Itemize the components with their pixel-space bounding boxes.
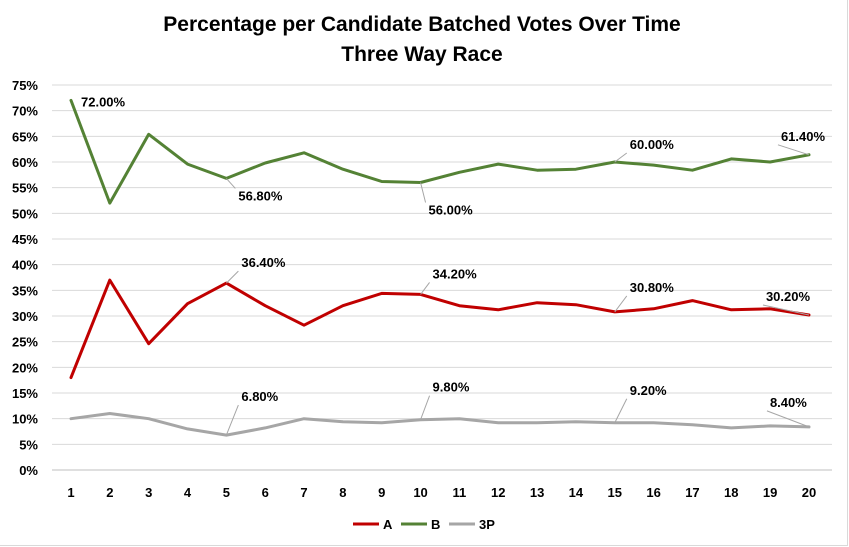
x-tick-label: 13 [530,485,544,500]
series-lines [69,98,811,437]
label-leader-line [614,295,628,313]
y-tick-label: 60% [12,155,38,170]
y-tick-label: 50% [12,206,38,221]
x-tick-label: 15 [608,485,622,500]
series-line-a [69,278,811,380]
x-tick-label: 11 [453,485,467,500]
label-leader-line [762,304,810,316]
x-tick-label: 18 [724,485,738,500]
x-tick-label: 14 [569,485,584,500]
x-tick-label: 9 [378,485,385,500]
series-line-b [69,98,811,205]
y-tick-label: 35% [12,283,38,298]
data-label-a: 36.40% [241,255,286,270]
x-tick-label: 20 [802,485,816,500]
data-label-3p: 9.80% [433,380,470,395]
label-leader-line [766,410,810,428]
chart-title: Percentage per Candidate Batched Votes O… [163,13,680,36]
y-tick-label: 55% [12,181,38,196]
y-tick-label: 65% [12,129,38,144]
data-label-b: 61.40% [781,129,826,144]
x-tick-label: 7 [300,485,307,500]
x-tick-label: 10 [413,485,427,500]
legend-label-a: A [383,517,393,532]
data-label-a: 30.20% [766,289,811,304]
chart-subtitle: Three Way Race [341,43,502,66]
x-tick-label: 2 [106,485,113,500]
label-leader-line [225,178,236,189]
label-leader-line [226,270,239,284]
y-tick-label: 70% [12,104,38,119]
x-tick-label: 1 [67,485,74,500]
y-tick-label: 20% [12,360,38,375]
y-tick-label: 0% [19,463,38,478]
legend: A B 3P [353,517,495,532]
data-label-b: 72.00% [81,94,126,109]
label-leader-line [614,398,628,423]
y-tick-label: 75% [12,78,38,93]
data-label-3p: 9.20% [630,383,667,398]
x-tick-label: 12 [491,485,505,500]
label-leader-line [777,144,810,156]
y-tick-label: 25% [12,335,38,350]
x-tick-label: 8 [339,485,346,500]
x-tick-label: 3 [145,485,152,500]
x-axis-ticks: 1 2 3 4 5 6 7 8 9 10 11 12 13 14 15 16 17 18 19 20 [67,485,816,500]
data-label-a: 34.20% [433,266,478,281]
data-label-a: 30.80% [630,280,675,295]
y-tick-label: 5% [19,437,38,452]
legend-label-3p: 3P [479,517,495,532]
data-label-b: 56.00% [429,203,474,218]
x-tick-label: 17 [685,485,699,500]
data-label-b: 56.80% [238,188,283,203]
x-tick-label: 4 [184,485,192,500]
data-label-3p: 6.80% [241,389,278,404]
label-leader-line [420,282,430,295]
y-axis-ticks: 0% 5% 10% 15% 20% 25% 30% 35% 40% 45% 50% 55% 60% 65%… [12,78,38,478]
y-tick-label: 45% [12,232,38,247]
y-tick-label: 40% [12,258,38,273]
data-label-3p: 8.40% [770,395,807,410]
data-label-b: 60.00% [630,137,675,152]
x-tick-label: 6 [262,485,269,500]
y-tick-label: 15% [12,386,38,401]
x-tick-label: 5 [223,485,230,500]
x-tick-label: 16 [646,485,660,500]
legend-label-b: B [431,517,440,532]
label-leader-line [420,182,427,203]
x-tick-label: 19 [763,485,777,500]
label-leader-line [225,404,239,436]
label-leader-line [420,395,431,420]
y-tick-label: 10% [12,412,38,427]
label-leader-line [614,152,628,163]
gridlines [52,84,832,471]
y-tick-label: 30% [12,309,38,324]
series-line-3p [69,412,811,437]
data-labels: 36.40% 34.20% 30.80% 30.20% 72.00% 56.80% 56.0… [81,94,826,436]
